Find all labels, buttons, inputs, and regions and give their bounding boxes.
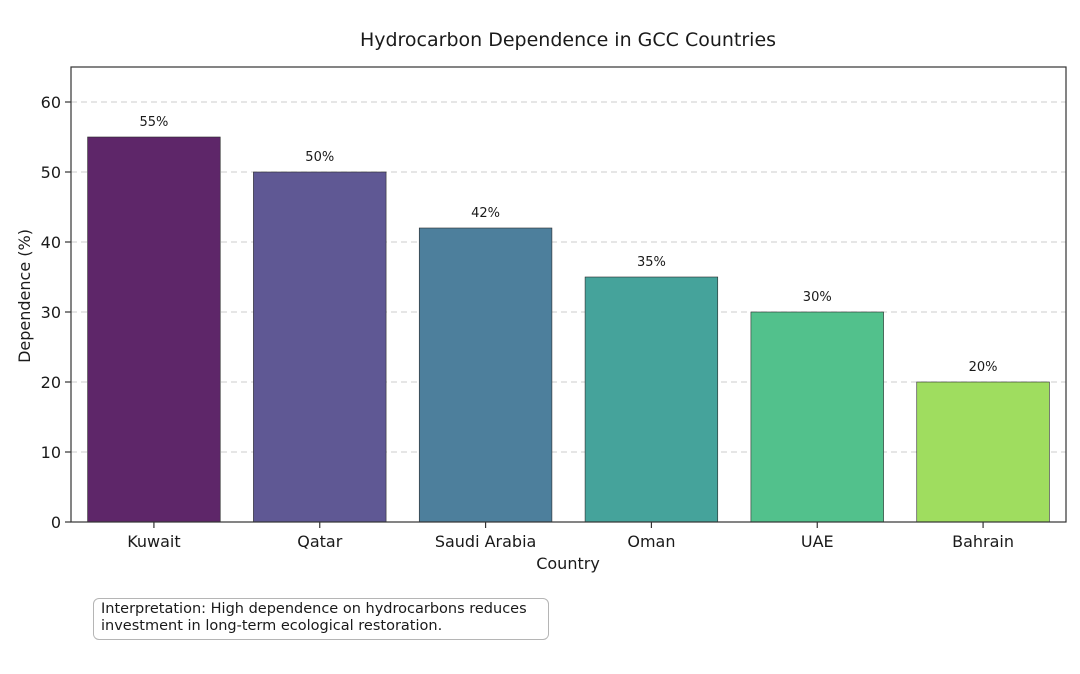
y-tick-label: 30	[41, 303, 61, 322]
y-tick-label: 20	[41, 373, 61, 392]
bar-value-label: 20%	[969, 360, 998, 375]
x-axis-ticks: Kuwait Qatar Saudi Arabia Oman UAE Bahrain	[127, 522, 1014, 551]
bar-value-labels: 55% 50% 42% 35% 30% 20%	[139, 115, 997, 375]
y-axis-ticks: 0 10 20 30 40 50 60	[41, 93, 71, 532]
y-axis-label: Dependence (%)	[15, 229, 34, 363]
interpretation-note: Interpretation: High dependence on hydro…	[93, 598, 549, 640]
bar-value-label: 30%	[803, 290, 832, 305]
bar-saudi-arabia	[418, 227, 553, 523]
y-tick-label: 60	[41, 93, 61, 112]
x-tick-label: Kuwait	[127, 532, 180, 551]
interpretation-line-2: investment in long-term ecological resto…	[101, 618, 443, 634]
axes-frame	[70, 66, 1067, 523]
x-tick-label: UAE	[801, 532, 834, 551]
x-tick-label: Qatar	[297, 532, 342, 551]
x-tick-label: Oman	[627, 532, 675, 551]
y-tick-label: 10	[41, 443, 61, 462]
y-tick-label: 50	[41, 163, 61, 182]
y-tick-label: 40	[41, 233, 61, 252]
bar-value-label: 50%	[305, 150, 334, 165]
y-tick-label: 0	[51, 513, 61, 532]
bar-qatar	[253, 171, 387, 523]
x-axis-label: Country	[536, 554, 600, 573]
x-tick-label: Saudi Arabia	[435, 532, 537, 551]
bar-value-label: 35%	[637, 255, 666, 270]
bars	[87, 136, 1050, 523]
interpretation-line-1: Interpretation: High dependence on hydro…	[101, 601, 527, 617]
bar-oman	[584, 276, 719, 523]
bar-value-label: 55%	[139, 115, 168, 130]
bar-kuwait	[87, 136, 221, 523]
grid-lines	[71, 101, 1066, 453]
bar-uae	[750, 311, 884, 523]
bar-bahrain	[916, 381, 1050, 523]
x-tick-label: Bahrain	[952, 532, 1014, 551]
bar-value-label: 42%	[471, 206, 500, 221]
chart-title: Hydrocarbon Dependence in GCC Countries	[360, 29, 776, 51]
